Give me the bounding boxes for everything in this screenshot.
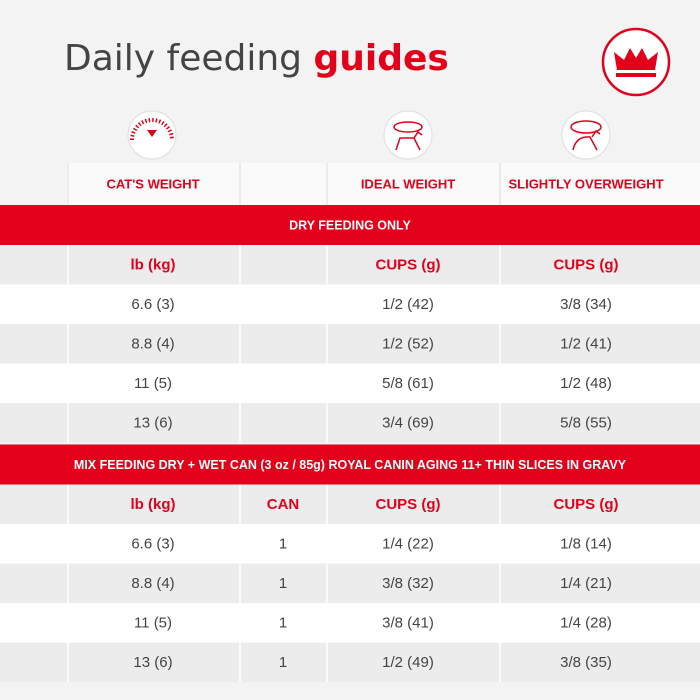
row-bg (0, 603, 700, 643)
section-band (0, 444, 700, 485)
cell: 8.8 (4) (131, 575, 174, 592)
cell: 1/4 (21) (560, 575, 612, 592)
cell: 6.6 (3) (131, 536, 174, 553)
cell: 5/8 (61) (382, 375, 434, 392)
cell: 1/8 (14) (560, 536, 612, 553)
row-bg (0, 284, 700, 324)
cell: 6.6 (3) (131, 296, 174, 313)
cell: 1 (279, 615, 287, 632)
scale-icon (127, 110, 177, 160)
row-bg (0, 363, 700, 403)
column-header: IDEAL WEIGHT (361, 176, 455, 191)
row-bg (0, 642, 700, 682)
row-header: lb (kg) (131, 257, 176, 274)
column-header: SLIGHTLY OVERWEIGHT (508, 176, 663, 191)
section-band (0, 205, 700, 245)
row-bg (0, 403, 700, 443)
ideal-cat-icon (383, 110, 433, 160)
cell: 1/2 (42) (382, 296, 434, 313)
cell: 1 (279, 536, 287, 553)
cell: 1/4 (22) (382, 536, 434, 553)
row-header: CAN (267, 496, 300, 513)
row-bg (0, 563, 700, 603)
overweight-cat-icon (561, 110, 611, 160)
cell: 11 (5) (134, 375, 172, 392)
cell: 13 (6) (133, 415, 172, 432)
cell: 8.8 (4) (131, 336, 174, 353)
cell: 1 (279, 654, 287, 671)
title-text: Daily feeding (64, 38, 302, 79)
cell: 3/8 (41) (382, 615, 434, 632)
header-row (68, 163, 700, 205)
row-header: CUPS (g) (376, 257, 441, 274)
cell: 5/8 (55) (560, 415, 612, 432)
cell: 1/2 (49) (382, 654, 434, 671)
title-emphasis: guides (313, 38, 448, 79)
cell: 13 (6) (133, 654, 172, 671)
row-bg (0, 324, 700, 364)
cell: 3/8 (32) (382, 575, 434, 592)
row-header: CUPS (g) (554, 496, 619, 513)
title: Daily feeding guides (64, 38, 449, 79)
cell: 1/2 (52) (382, 336, 434, 353)
cell: 1 (279, 575, 287, 592)
section-title: MIX FEEDING DRY + WET CAN (3 oz / 85g) R… (74, 458, 627, 472)
row-header: CUPS (g) (554, 257, 619, 274)
row-header: lb (kg) (131, 496, 176, 513)
logo (601, 27, 671, 97)
cell: 1/2 (41) (560, 336, 612, 353)
column-header: CAT'S WEIGHT (106, 176, 199, 191)
cell: 1/4 (28) (560, 615, 612, 632)
cell: 3/8 (35) (560, 654, 612, 671)
section-title: DRY FEEDING ONLY (289, 218, 411, 232)
row-bg (0, 524, 700, 564)
row-bg (0, 484, 700, 524)
cell: 11 (5) (134, 615, 172, 632)
cell: 3/4 (69) (382, 415, 434, 432)
row-header: CUPS (g) (376, 496, 441, 513)
cell: 1/2 (48) (560, 375, 612, 392)
cell: 3/8 (34) (560, 296, 612, 313)
row-bg (0, 245, 700, 285)
